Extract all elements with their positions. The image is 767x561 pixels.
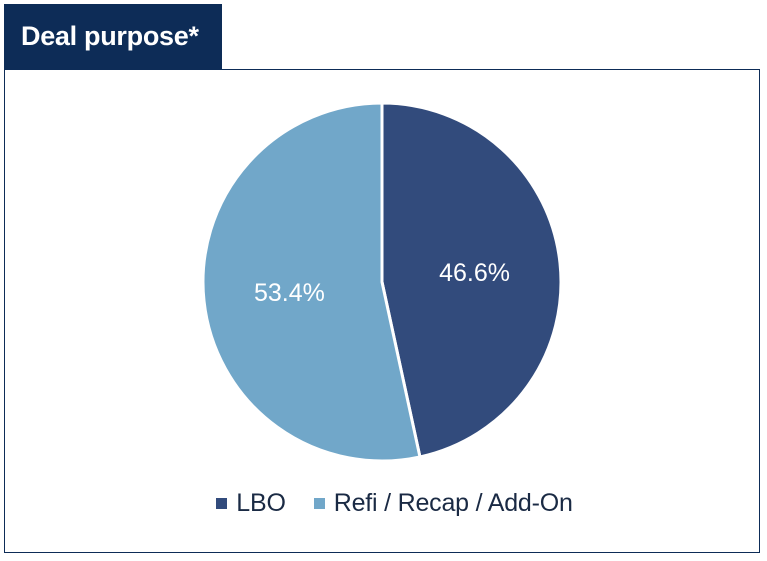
- pie-slice-lbo: [380, 101, 563, 459]
- chart-title: Deal purpose*: [4, 4, 222, 69]
- legend-item-refi: Refi / Recap / Add-On: [313, 488, 573, 518]
- legend-label-refi: Refi / Recap / Add-On: [333, 488, 573, 517]
- data-label-lbo: 46.6%: [439, 259, 510, 287]
- legend-swatch-refi: [313, 497, 325, 509]
- legend-item-lbo: LBO: [216, 488, 286, 518]
- data-label-refi-recap-add-on: 53.4%: [254, 279, 325, 307]
- legend-swatch-lbo: [216, 497, 228, 509]
- legend-label-lbo: LBO: [236, 488, 286, 517]
- pie-slice-refi-recap-add-on: [201, 101, 422, 463]
- legend: LBO Refi / Recap / Add-On: [0, 488, 767, 518]
